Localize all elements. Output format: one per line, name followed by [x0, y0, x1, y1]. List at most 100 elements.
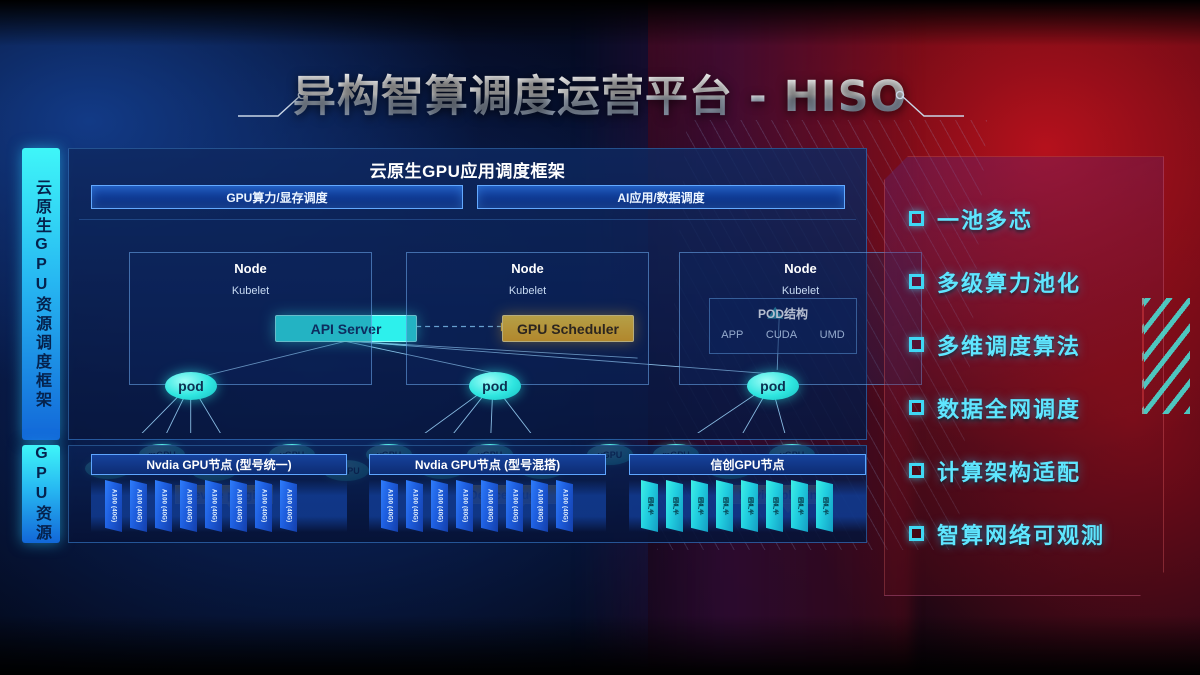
rail-label-framework: 云原生GPU资源调度框架 — [22, 148, 60, 440]
gpu-card-label: A100 (40G) — [260, 489, 267, 523]
feature-item-5[interactable]: 智算网络可观测 — [909, 502, 1163, 565]
pod-oval[interactable]: pod — [747, 372, 799, 400]
gpu-card[interactable]: A100 (40G) — [255, 480, 272, 532]
layer-bar-ai[interactable]: AI应用/数据调度 — [477, 185, 845, 209]
gpu-card[interactable]: A100 (40G) — [205, 480, 222, 532]
node-box: Node Kubelet — [679, 252, 922, 385]
gpu-card[interactable]: 国产卡 — [816, 480, 833, 532]
gpu-card-label: A100 (40G) — [185, 489, 192, 523]
gpu-card-label: 国产卡 — [646, 497, 653, 515]
gpu-scheduler-box[interactable]: GPU Scheduler — [502, 315, 634, 342]
gpu-card[interactable]: 国产卡 — [791, 480, 808, 532]
checkbox-icon[interactable] — [909, 463, 924, 478]
feature-label: 数据全网调度 — [937, 397, 1082, 423]
feature-item-0[interactable]: 一池多芯 — [909, 187, 1163, 250]
gpu-node-header: Nvdia GPU节点 (型号混搭) — [369, 454, 606, 475]
gpu-card[interactable]: A100 (40G) — [230, 480, 247, 532]
gpu-card[interactable]: A100 (80G) — [456, 480, 473, 532]
api-server-box[interactable]: API Server — [275, 315, 417, 342]
gpu-card-label: A100 (40G) — [561, 489, 568, 523]
gpu-card[interactable]: A100 (40G) — [556, 480, 573, 532]
gpu-card[interactable]: A100 (80G) — [481, 480, 498, 532]
gpu-card[interactable]: 国产卡 — [716, 480, 733, 532]
checkbox-icon[interactable] — [909, 274, 924, 289]
node-title: Node — [511, 261, 544, 276]
checkbox-icon[interactable] — [909, 211, 924, 226]
feature-label: 多级算力池化 — [937, 271, 1082, 297]
gpu-card[interactable]: A100 (40G) — [280, 480, 297, 532]
title-right-ornament — [894, 90, 964, 117]
kubelet-label: Kubelet — [781, 285, 820, 297]
gpu-card-label: A100 (80G) — [536, 489, 543, 523]
pod-oval[interactable]: pod — [165, 372, 217, 400]
feature-list: 一池多芯多级算力池化 多维调度算法 数据全网调度 计算架构适配 智算网络可观测 — [909, 187, 1163, 565]
gpu-card-label: A100 (40G) — [436, 489, 443, 523]
node-title: Node — [234, 261, 267, 276]
gpu-card[interactable]: 国产卡 — [766, 480, 783, 532]
framework-panel-title: 云原生GPU应用调度框架 — [369, 162, 566, 181]
feature-item-2[interactable]: 多维调度算法 — [909, 313, 1163, 376]
gpu-card[interactable]: 国产卡 — [741, 480, 758, 532]
gpu-card-label: A100 (40G) — [285, 489, 292, 523]
gpu-node-header: Nvdia GPU节点 (型号统一) — [91, 454, 347, 475]
node-box: Node Kubelet — [406, 252, 649, 385]
feature-label: 多维调度算法 — [937, 334, 1082, 360]
gpu-card[interactable]: A100 (40G) — [381, 480, 398, 532]
gpu-card-label: 国产卡 — [746, 497, 753, 515]
gpu-card-label: A100 (80G) — [461, 489, 468, 523]
title-left-ornament — [238, 90, 308, 117]
gpu-card-label: A100 (40G) — [160, 489, 167, 523]
feature-label: 计算架构适配 — [937, 460, 1082, 486]
gpu-card[interactable]: A100 (40G) — [130, 480, 147, 532]
gpu-card[interactable]: 国产卡 — [641, 480, 658, 532]
checkbox-icon[interactable] — [909, 526, 924, 541]
gpu-card-label: 国产卡 — [671, 497, 678, 515]
gpu-card-label: A100 (40G) — [210, 489, 217, 523]
checkbox-icon[interactable] — [909, 400, 924, 415]
pod-struct-item-app: APP — [721, 329, 744, 341]
feature-item-3[interactable]: 数据全网调度 — [909, 376, 1163, 439]
feature-panel: 一池多芯多级算力池化 多维调度算法 数据全网调度 计算架构适配 智算网络可观测 — [884, 156, 1164, 596]
pod-structure-box: POD结构 APP CUDA UMD — [709, 298, 857, 354]
kubelet-label: Kubelet — [231, 285, 270, 297]
title-bar: 异构智算调度运营平台 - HISO — [0, 62, 1200, 128]
background-bottom-fade — [0, 615, 1200, 675]
gpu-card-label: A100 (40G) — [235, 489, 242, 523]
node-box: Node Kubelet — [129, 252, 372, 385]
gpu-card-label: 国产卡 — [771, 497, 778, 515]
gpu-card-label: A100 (40G) — [135, 489, 142, 523]
gpu-card[interactable]: A100 (40G) — [180, 480, 197, 532]
gpu-card-label: 国产卡 — [721, 497, 728, 515]
gpu-card-label: A100 (40G) — [110, 489, 117, 523]
gpu-card[interactable]: A100 (40G) — [155, 480, 172, 532]
kubelet-label: Kubelet — [508, 285, 547, 297]
page-title: 异构智算调度运营平台 - HISO — [0, 62, 1200, 124]
gpu-card-label: A100 (40G) — [511, 489, 518, 523]
feature-label: 一池多芯 — [937, 208, 1034, 234]
checkbox-icon[interactable] — [909, 337, 924, 352]
architecture-diagram: 云原生GPU资源调度框架 GPU资源 云原生GPU应用调度框架 GPU算力/显存… — [22, 145, 922, 600]
feature-item-4[interactable]: 计算架构适配 — [909, 439, 1163, 502]
pod-structure-title: POD结构 — [757, 307, 808, 321]
layer-bar-compute[interactable]: GPU算力/显存调度 — [91, 185, 463, 209]
pod-struct-item-cuda: CUDA — [765, 329, 798, 341]
rail-label-gpu-resources: GPU资源 — [22, 445, 60, 543]
gpu-card[interactable]: A100 (40G) — [105, 480, 122, 532]
gpu-card-label: 国产卡 — [696, 497, 703, 515]
node-title: Node — [784, 261, 817, 276]
gpu-card-label: 国产卡 — [796, 497, 803, 515]
gpu-card[interactable]: 国产卡 — [691, 480, 708, 532]
pod-struct-item-umd: UMD — [819, 329, 845, 341]
feature-item-1[interactable]: 多级算力池化 — [909, 250, 1163, 313]
gpu-resources-panel: Nvdia GPU节点 (型号统一) Nvdia GPU节点 (型号混搭) 信创… — [68, 445, 867, 543]
gpu-card[interactable]: A100 (40G) — [506, 480, 523, 532]
pod-oval[interactable]: pod — [469, 372, 521, 400]
gpu-card[interactable]: A100 (40G) — [406, 480, 423, 532]
gpu-card[interactable]: 国产卡 — [666, 480, 683, 532]
gpu-card[interactable]: A100 (80G) — [531, 480, 548, 532]
gpu-card[interactable]: A100 (40G) — [431, 480, 448, 532]
framework-panel: 云原生GPU应用调度框架 GPU算力/显存调度 AI应用/数据调度 — [68, 148, 922, 513]
feature-label: 智算网络可观测 — [937, 523, 1106, 549]
framework-inner-area: API Server GPU Scheduler POD结构 APP CUDA … — [79, 219, 922, 513]
